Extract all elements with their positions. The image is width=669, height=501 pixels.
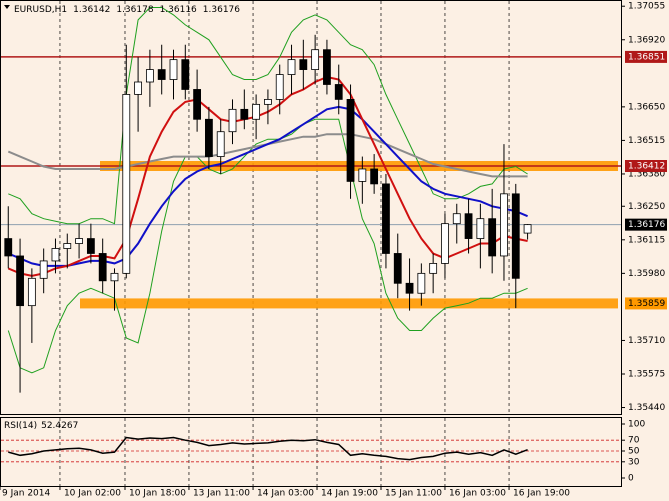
header-value: 1.36116	[160, 5, 197, 15]
candle-body	[4, 238, 13, 257]
candle-body	[370, 168, 379, 185]
x-tick-label: 9 Jan 2014	[2, 489, 50, 499]
candle-body	[169, 59, 178, 80]
y-tick-label: 1.36250	[628, 202, 665, 212]
price-tag	[625, 160, 667, 172]
candle-body	[346, 99, 355, 182]
indicator-line	[7, 105, 528, 267]
candle-body	[476, 218, 485, 239]
symbol-header: EURUSD,H1 1.36142 1.36178 1.36116 1.36176	[14, 5, 240, 15]
rsi-header-part: 52.4267	[41, 421, 78, 431]
candle-body	[27, 277, 36, 307]
candle-body	[122, 94, 131, 274]
price-tag	[625, 50, 667, 63]
price-tag-label: 1.36851	[628, 52, 665, 62]
candle-body	[134, 81, 142, 95]
x-tick-label: 16 Jan 19:00	[513, 489, 570, 499]
y-tick-label: 1.36515	[628, 136, 665, 146]
x-tick-label: 16 Jan 03:00	[449, 489, 506, 499]
header-value: 1.36176	[203, 5, 240, 15]
header-value: 1.36178	[116, 5, 153, 15]
candle-body	[240, 108, 249, 120]
candle-body	[252, 103, 261, 120]
x-tick-label: 10 Jan 18:00	[129, 489, 186, 499]
candle-body	[51, 248, 60, 262]
candle-body	[393, 253, 402, 284]
candle-body	[405, 282, 414, 294]
y-tick-label: 1.36920	[628, 35, 665, 45]
price-tag-label: 1.35859	[628, 299, 665, 309]
x-tick-label: 10 Jan 02:00	[64, 489, 121, 499]
header-value: EURUSD,H1	[14, 5, 67, 15]
candle-body	[193, 89, 202, 120]
candle-body	[299, 59, 308, 70]
y-tick-label: 1.37055	[628, 2, 665, 12]
candle-body	[39, 260, 48, 279]
indicator-line	[7, 118, 528, 374]
support-zone	[80, 298, 618, 309]
candle-body	[98, 253, 107, 282]
candle-body	[287, 59, 296, 75]
candle-body	[157, 69, 166, 80]
rsi-line	[8, 436, 528, 461]
candle-body	[205, 118, 213, 157]
y-tick-label: 1.36115	[628, 235, 665, 245]
candle-body	[311, 49, 320, 70]
candle-body	[75, 238, 83, 244]
y-tick-label: 0	[628, 474, 634, 484]
candle-body	[16, 255, 24, 307]
candle-body	[63, 243, 72, 249]
candle-body	[110, 272, 119, 282]
y-tick-label: 1.35980	[628, 269, 665, 279]
price-tag	[625, 218, 667, 231]
rsi-panel	[0, 417, 622, 487]
candle-body	[323, 49, 331, 85]
price-tag-label: 1.36412	[628, 162, 665, 172]
candle-body	[358, 168, 367, 182]
x-tick-label: 13 Jan 11:00	[193, 489, 250, 499]
candle-body	[334, 84, 343, 100]
indicator-line	[8, 7, 528, 225]
y-tick-label: 1.36650	[628, 102, 665, 112]
y-tick-label: 30	[628, 457, 640, 467]
candle-body	[216, 131, 225, 157]
candle-body	[382, 183, 390, 254]
x-tick-label: 14 Jan 03:00	[257, 489, 314, 499]
candle-body	[511, 193, 520, 279]
main-panel	[0, 0, 622, 415]
y-tick-label: 1.36380	[628, 169, 665, 179]
candle-body	[464, 213, 473, 239]
candle-body	[429, 263, 438, 274]
y-tick-label: 1.35440	[628, 403, 665, 413]
y-tick-label: 1.35575	[628, 369, 665, 379]
price-tag-label: 1.36176	[628, 220, 665, 230]
candle-body	[523, 224, 532, 234]
menu-arrow[interactable]	[4, 5, 10, 9]
y-tick-label: 50	[628, 447, 640, 457]
candle-body	[417, 272, 426, 294]
candle-body	[500, 193, 508, 257]
y-tick-label: 70	[628, 436, 640, 446]
candle-body	[275, 74, 284, 100]
candle-body	[441, 223, 449, 264]
x-tick-label: 14 Jan 19:00	[321, 489, 378, 499]
rsi-header: RSI(14) 52.4267	[4, 421, 78, 431]
candle-body	[145, 69, 154, 83]
candle-body	[264, 99, 272, 105]
header-value: 1.36142	[73, 5, 110, 15]
y-tick-label: 100	[628, 420, 645, 430]
y-tick-label: 1.35710	[628, 336, 665, 346]
x-tick-label: 15 Jan 11:00	[385, 489, 442, 499]
candle-body	[228, 108, 237, 133]
price-tag	[625, 297, 667, 310]
candle-body	[181, 59, 190, 90]
candle-body	[452, 213, 461, 225]
candle-body	[86, 238, 95, 254]
candle-body	[488, 218, 497, 257]
rsi-header-part: RSI(14)	[4, 421, 37, 431]
